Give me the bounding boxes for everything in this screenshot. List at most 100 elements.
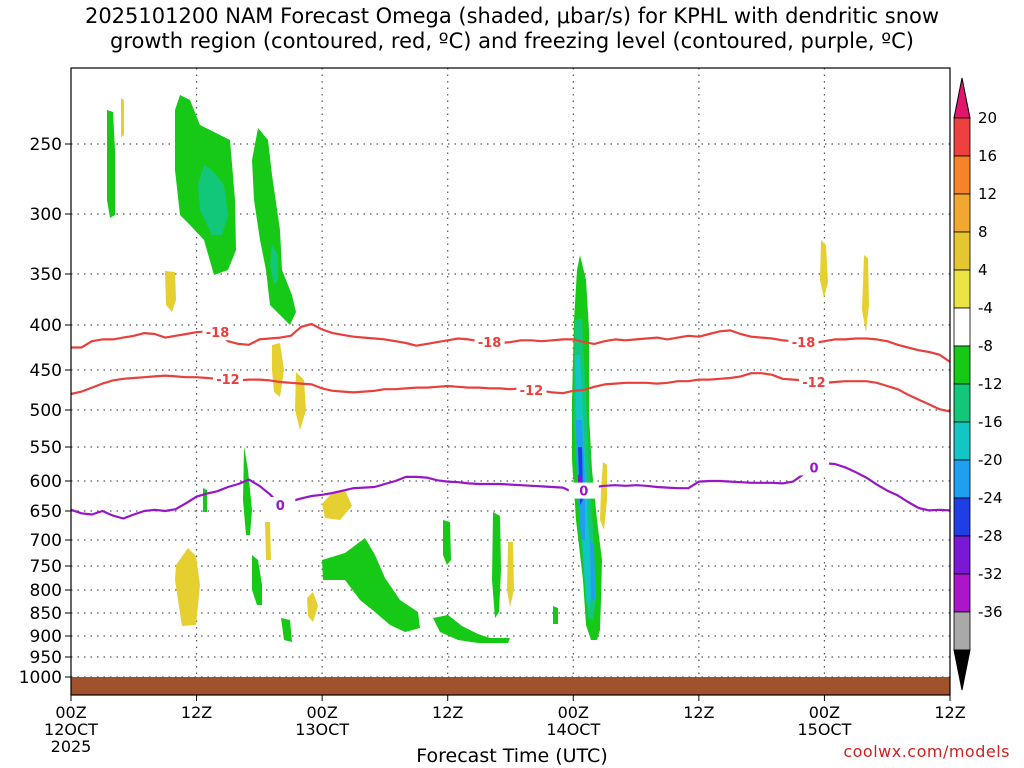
colorbar-segment: [953, 535, 971, 575]
y-tick-label: 500: [30, 401, 62, 421]
y-tick-label: 350: [30, 265, 62, 285]
x-tick-label: 00Z: [55, 703, 86, 722]
x-tick-label: 12Z: [683, 703, 714, 722]
contour-label: -18: [478, 336, 502, 351]
omega-area: [553, 606, 558, 624]
x-tick-label: 00Z: [306, 703, 337, 722]
colorbar-label: -16: [978, 413, 1003, 431]
colorbar-segment: [953, 193, 971, 233]
y-tick-label: 850: [30, 604, 62, 624]
omega-area: [322, 490, 352, 520]
x-tick-label: 12OCT: [44, 720, 98, 739]
colorbar-label: 8: [978, 223, 988, 241]
colorbar-label: -32: [978, 565, 1003, 583]
y-tick-label: 450: [30, 361, 62, 381]
contour-label: -12: [520, 384, 544, 399]
omega-area: [175, 548, 200, 626]
omega-area: [203, 488, 207, 512]
colorbar-label: -8: [978, 337, 993, 355]
contour-label-bg: [798, 459, 829, 476]
colorbar-segment: [953, 497, 971, 537]
x-tick-label: 00Z: [558, 703, 589, 722]
credit-text: coolwx.com/models: [843, 742, 1010, 761]
colorbar-label: -4: [978, 299, 993, 317]
contour-label: 0: [809, 461, 818, 476]
omega-area: [433, 615, 510, 643]
plot-frame: [70, 67, 951, 696]
omega-area: [307, 592, 318, 622]
contour-label-bg: [474, 334, 505, 351]
omega-area: [507, 542, 514, 607]
contour-label: -12: [216, 373, 240, 388]
x-tick-label: 12Z: [934, 703, 965, 722]
omega-area: [272, 343, 284, 397]
y-tick-label: 550: [30, 438, 62, 458]
y-tick-label: 400: [30, 316, 62, 336]
colorbar: 20 16 12 8 4 -4 -8 -12 -16 -20 -24 -28 -32 -36: [953, 77, 1003, 691]
y-tick-label: 750: [30, 557, 62, 577]
x-tick-label: 12Z: [181, 703, 212, 722]
y-tick-label: 300: [30, 205, 62, 225]
omega-area: [252, 555, 262, 605]
colorbar-label: 16: [978, 147, 997, 165]
colorbar-segment: [953, 611, 971, 651]
contour-lines: -18 -18 -18 -12 -12 -12 0 0 0: [70, 322, 951, 520]
colorbar-label: -24: [978, 489, 1003, 507]
contour-label: -18: [206, 326, 230, 341]
contour-label-bg: [202, 324, 233, 341]
contour-label-bg: [212, 370, 243, 387]
contour-label: 0: [579, 485, 588, 500]
contour-label-bg: [516, 382, 547, 398]
omega-area: [862, 255, 869, 332]
y-tick-label: 900: [30, 627, 62, 647]
contour-label-bg: [798, 374, 829, 390]
colorbar-label: -20: [978, 451, 1003, 469]
contour-label-bg: [265, 497, 296, 513]
y-tick-label: 600: [30, 472, 62, 492]
colorbar-label: 4: [978, 261, 988, 279]
colorbar-arrow-bottom: [953, 649, 971, 691]
omega-area: [265, 522, 271, 560]
y-tick-label: 800: [30, 581, 62, 601]
omega-area: [443, 520, 451, 565]
contour-label: 0: [276, 499, 285, 514]
omega-area: [295, 372, 306, 430]
chart-title: 2025101200 NAM Forecast Omega (shaded, μ…: [84, 4, 940, 53]
omega-area: [600, 462, 607, 530]
x-tick-label: 13OCT: [295, 720, 349, 739]
omega-area: [121, 98, 124, 137]
omega-area: [243, 446, 252, 535]
colorbar-label: -12: [978, 375, 1003, 393]
x-tick-label: 15OCT: [797, 720, 851, 739]
omega-area: [270, 245, 278, 285]
colorbar-segment: [953, 155, 971, 195]
contour-label: -18: [792, 336, 816, 351]
colorbar-segment: [953, 269, 971, 309]
x-tick-label: 12Z: [432, 703, 463, 722]
contour-label-bg: [788, 334, 819, 351]
omega-area: [820, 240, 828, 298]
contour-label-bg: [568, 482, 599, 499]
colorbar-segment: [953, 345, 971, 385]
colorbar-arrow-top: [953, 77, 971, 119]
y-tick-label: 950: [30, 648, 62, 668]
y-tick-label: 700: [30, 531, 62, 551]
colorbar-segment: [953, 307, 971, 347]
omega-area: [322, 538, 420, 632]
y-tick-label: 1000: [19, 668, 62, 688]
omega-area: [281, 618, 292, 642]
y-axis: 250 300 350 400 450 500 550 600 650 700 750 800 850 9…: [19, 135, 71, 688]
y-tick-label: 250: [30, 135, 62, 155]
colorbar-segment: [953, 421, 971, 461]
colorbar-segment: [953, 383, 971, 423]
omega-area: [492, 512, 501, 618]
omega-area: [165, 271, 176, 312]
contour-label: -12: [802, 376, 826, 391]
omega-shading: [107, 95, 869, 643]
colorbar-segment: [953, 573, 971, 613]
ground-bar: [71, 677, 950, 695]
colorbar-segment: [953, 117, 971, 157]
colorbar-label: -36: [978, 603, 1003, 621]
colorbar-segment: [953, 231, 971, 271]
